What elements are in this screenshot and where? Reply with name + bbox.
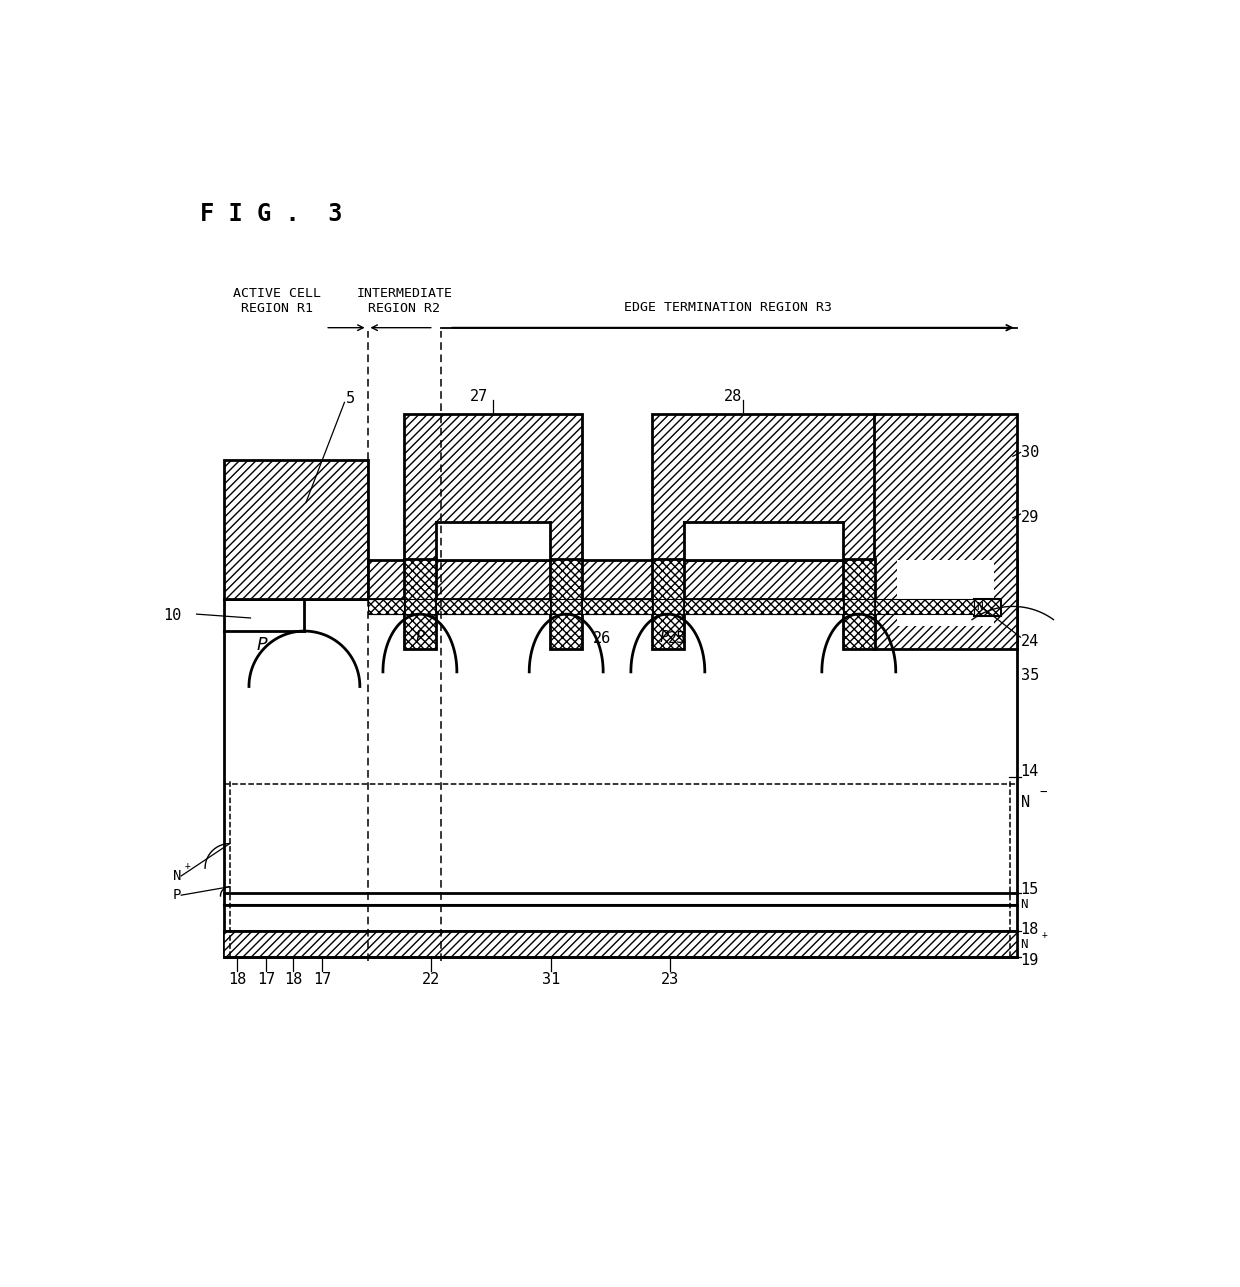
Bar <box>898 560 993 625</box>
Text: INTERMEDIATE
REGION R2: INTERMEDIATE REGION R2 <box>357 287 453 315</box>
Text: 31: 31 <box>542 972 560 987</box>
Bar <box>367 560 1017 598</box>
Bar <box>652 414 875 560</box>
Bar <box>367 598 404 614</box>
Text: 18: 18 <box>228 972 247 987</box>
Bar <box>875 598 975 614</box>
Bar <box>436 521 551 560</box>
Text: 14: 14 <box>1021 764 1039 780</box>
Text: 30: 30 <box>1021 445 1039 459</box>
Text: P: P <box>172 888 181 902</box>
Bar <box>652 559 684 649</box>
Text: 29: 29 <box>1021 511 1039 525</box>
Bar <box>551 559 583 649</box>
Bar <box>874 414 1017 649</box>
Bar <box>583 598 652 614</box>
Text: 18: 18 <box>284 972 303 987</box>
Text: ACTIVE CELL
REGION R1: ACTIVE CELL REGION R1 <box>233 287 321 315</box>
Text: 5: 5 <box>346 391 355 405</box>
Text: 17: 17 <box>257 972 275 987</box>
Text: 10: 10 <box>162 609 181 623</box>
Text: N: N <box>976 602 982 613</box>
Bar <box>404 559 436 649</box>
Bar <box>404 414 583 560</box>
Text: EDGE TERMINATION REGION R3: EDGE TERMINATION REGION R3 <box>624 301 832 314</box>
Bar <box>223 598 1017 956</box>
Text: 28: 28 <box>724 390 743 404</box>
Text: +: + <box>1042 931 1047 941</box>
Text: P: P <box>415 629 424 645</box>
Bar <box>223 461 367 598</box>
Bar <box>223 932 1017 956</box>
Text: N: N <box>1021 938 1028 951</box>
Text: N: N <box>172 869 181 883</box>
Text: 24: 24 <box>1021 633 1039 649</box>
Text: 35: 35 <box>1021 668 1039 683</box>
Text: P: P <box>660 629 668 645</box>
Text: 19: 19 <box>1021 954 1039 968</box>
Bar <box>684 598 843 614</box>
Text: 26: 26 <box>593 631 611 646</box>
Text: 18: 18 <box>1021 921 1039 937</box>
Bar <box>975 598 1001 615</box>
Bar <box>843 559 875 649</box>
Text: 22: 22 <box>423 972 440 987</box>
Text: +: + <box>185 861 191 871</box>
Text: F I G .  3: F I G . 3 <box>201 202 343 227</box>
Text: P: P <box>257 636 268 654</box>
Text: 27: 27 <box>470 390 489 404</box>
Text: 15: 15 <box>1021 882 1039 897</box>
Text: N: N <box>1021 898 1028 911</box>
Text: 25: 25 <box>668 631 686 646</box>
Bar <box>684 521 843 560</box>
Bar <box>436 598 551 614</box>
Text: 17: 17 <box>312 972 331 987</box>
Text: −: − <box>1040 786 1048 799</box>
Text: N: N <box>1021 795 1029 811</box>
Text: 23: 23 <box>661 972 680 987</box>
